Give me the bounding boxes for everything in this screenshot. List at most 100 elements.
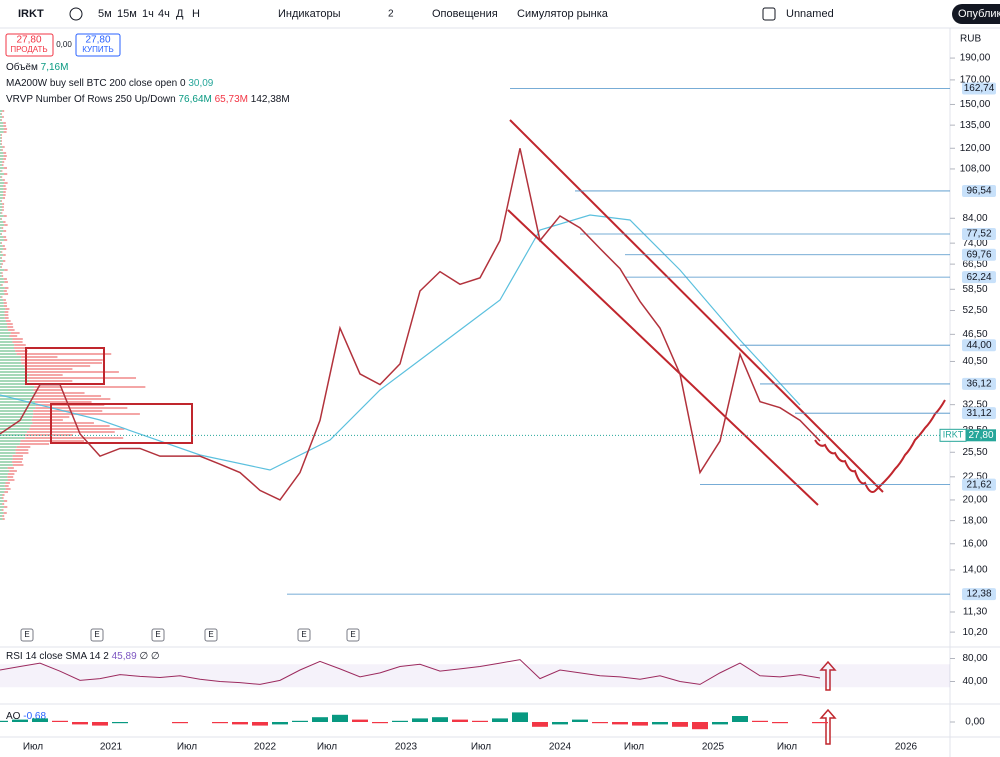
profile-bar [0,179,3,181]
profile-bar [0,185,3,187]
profile-bar [4,500,7,502]
interval[interactable]: 4ч [158,8,170,20]
profile-bar [3,152,6,154]
y-tick-label: 58,50 [962,284,987,295]
profile-bar [8,473,14,475]
interval[interactable]: 1ч [142,8,154,20]
buy-label[interactable]: КУПИТЬ [82,45,113,54]
vrvp-legend: VRVP Number Of Rows 250 Up/Down 76,64M 6… [6,94,290,105]
profile-bar [4,293,8,295]
profile-bar [13,338,23,340]
profile-bar [0,449,16,451]
profile-bar [7,323,13,325]
y-tick-label: 84,00 [962,213,987,224]
legend-name: VRVP Number Of Rows 250 Up/Down [6,94,176,105]
profile-bar [3,518,5,520]
profile-bar [1,296,2,298]
sell-price[interactable]: 27,80 [16,35,41,46]
publish-label[interactable]: Опублико [958,8,1000,20]
profile-bar [8,467,14,469]
rsi-legend: RSI 14 close SMA 14 2 45,89 ∅ ∅ [6,651,160,662]
channel-line [510,120,883,492]
profile-bar [0,296,1,298]
profile-bar [0,119,1,121]
profile-bar [20,443,49,445]
profile-bar [4,278,7,280]
profile-bar [0,293,4,295]
ao-bar [812,722,828,723]
ao-bar [592,722,608,723]
interval[interactable]: Н [192,8,200,20]
ao-bar [712,722,728,724]
replay[interactable]: Симулятор рынка [517,8,609,20]
y-tick-label: 135,00 [960,120,991,131]
interval[interactable]: Д [176,8,184,20]
profile-bar [3,179,5,181]
layout-name[interactable]: Unnamed [786,8,834,20]
profile-bar [0,485,5,487]
profile-bar [0,128,4,130]
profile-bar [0,254,3,256]
ao-bar [32,718,48,722]
alerts[interactable]: Оповещения [432,8,498,20]
sell-label[interactable]: ПРОДАТЬ [10,45,47,54]
profile-bar [3,236,6,238]
profile-bar [0,143,1,145]
ao-bar [212,722,228,723]
profile-bar [2,494,4,496]
event-label: E [94,630,99,639]
profile-bar [0,467,8,469]
profile-bar [5,308,9,310]
profile-bar [0,221,3,223]
level-label: 77,52 [966,229,991,240]
profile-bar [3,125,6,127]
ao-bar [0,721,8,722]
profile-bar [0,317,5,319]
screen: IRKT Индикаторы 2 Оповещения Симулятор р… [0,0,1000,757]
profile-bar [0,380,29,382]
profile-bar [35,401,92,403]
profile-bar [29,374,63,376]
y-tick-label: 46,50 [962,329,987,340]
profile-bar [0,371,25,373]
layout-count: 2 [388,9,394,20]
profile-bar [25,437,123,439]
profile-bar [3,230,6,232]
profile-bar [0,248,3,250]
profile-bar [0,194,3,196]
profile-bar [1,170,2,172]
legend-value: 30,09 [188,78,213,89]
interval[interactable]: 15м [117,8,137,20]
profile-bar [0,350,15,352]
profile-bar [3,260,5,262]
profile-bar [0,299,3,301]
buy-price[interactable]: 27,80 [85,35,110,46]
profile-bar [0,338,13,340]
profile-bar [3,194,6,196]
profile-bar [0,389,33,391]
profile-bar [0,476,7,478]
profile-bar [7,476,13,478]
profile-bar [0,386,34,388]
profile-bar [1,113,2,115]
profile-bar [17,446,31,448]
profile-bar [5,314,9,316]
interval[interactable]: 5м [98,8,112,20]
profile-bar [0,497,2,499]
profile-bar [13,458,23,460]
ao-bar [452,720,468,722]
indicators[interactable]: Индикаторы [278,8,341,20]
profile-bar [1,251,2,253]
profile-bar [1,212,2,214]
profile-bar [4,215,7,217]
chart: IRKT Индикаторы 2 Оповещения Симулятор р… [0,0,1000,757]
currency: RUB [960,34,981,45]
profile-bar [0,437,25,439]
profile-bar [0,368,25,370]
symbol[interactable]: IRKT [18,8,44,20]
profile-bar [7,326,13,328]
profile-bar [3,245,5,247]
profile-bar [0,218,1,220]
profile-bar [0,461,12,463]
profile-bar [0,491,4,493]
